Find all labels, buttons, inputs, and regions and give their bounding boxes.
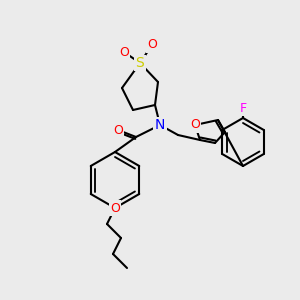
Text: O: O xyxy=(190,118,200,131)
Text: F: F xyxy=(239,101,247,115)
Text: O: O xyxy=(119,46,129,59)
Text: S: S xyxy=(136,56,144,70)
Text: N: N xyxy=(155,118,165,132)
Text: O: O xyxy=(147,38,157,52)
Text: O: O xyxy=(110,202,120,214)
Text: O: O xyxy=(113,124,123,136)
